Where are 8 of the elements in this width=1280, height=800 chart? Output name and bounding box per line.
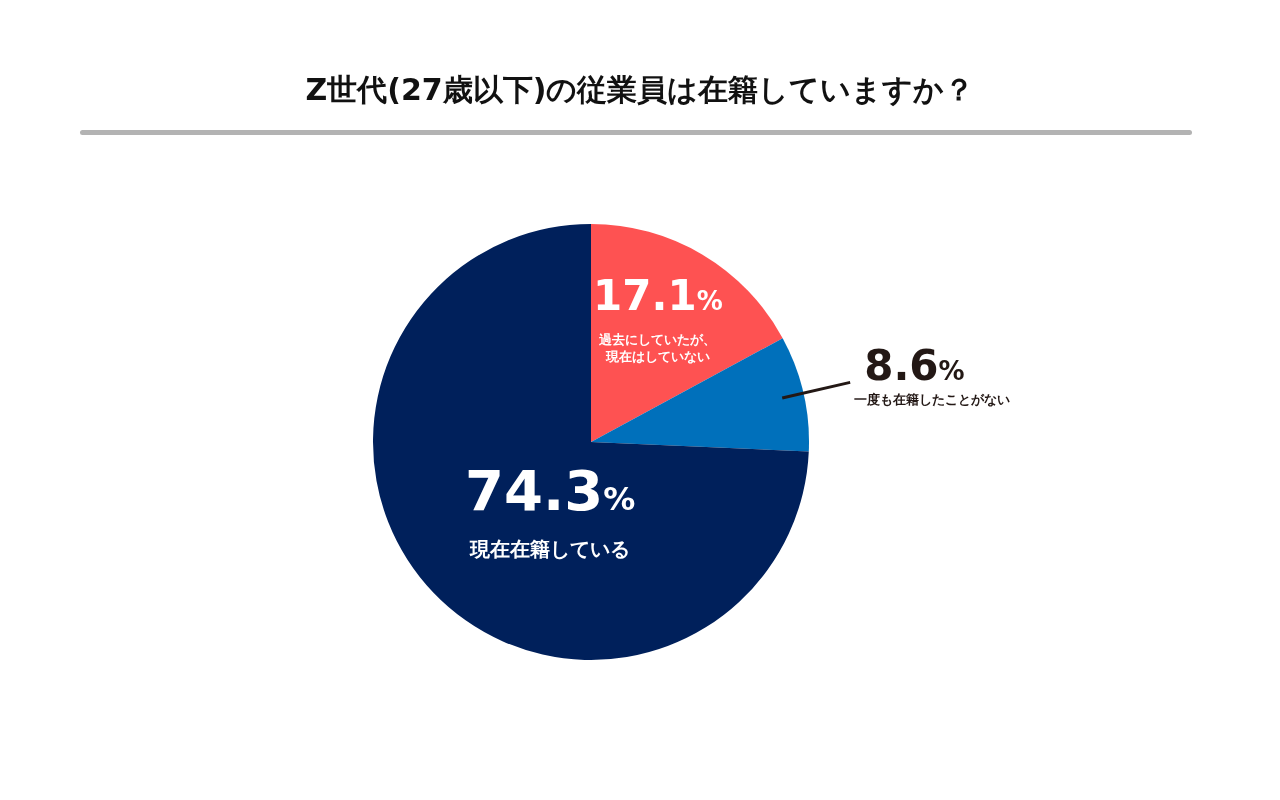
slice-label: 一度も在籍したことがない [854, 392, 1011, 408]
pie-slice [373, 224, 809, 660]
data-label: 17.1% [593, 270, 723, 320]
slice-label: 現在在籍している [469, 536, 631, 561]
data-label: 8.6% [864, 341, 965, 391]
slice-label: 過去にしていたが、現在はしていない [598, 331, 717, 364]
chart-title: Z世代(27歳以下)の従業員は在籍していますか？ [304, 71, 976, 109]
data-label: 74.3% [465, 457, 636, 523]
